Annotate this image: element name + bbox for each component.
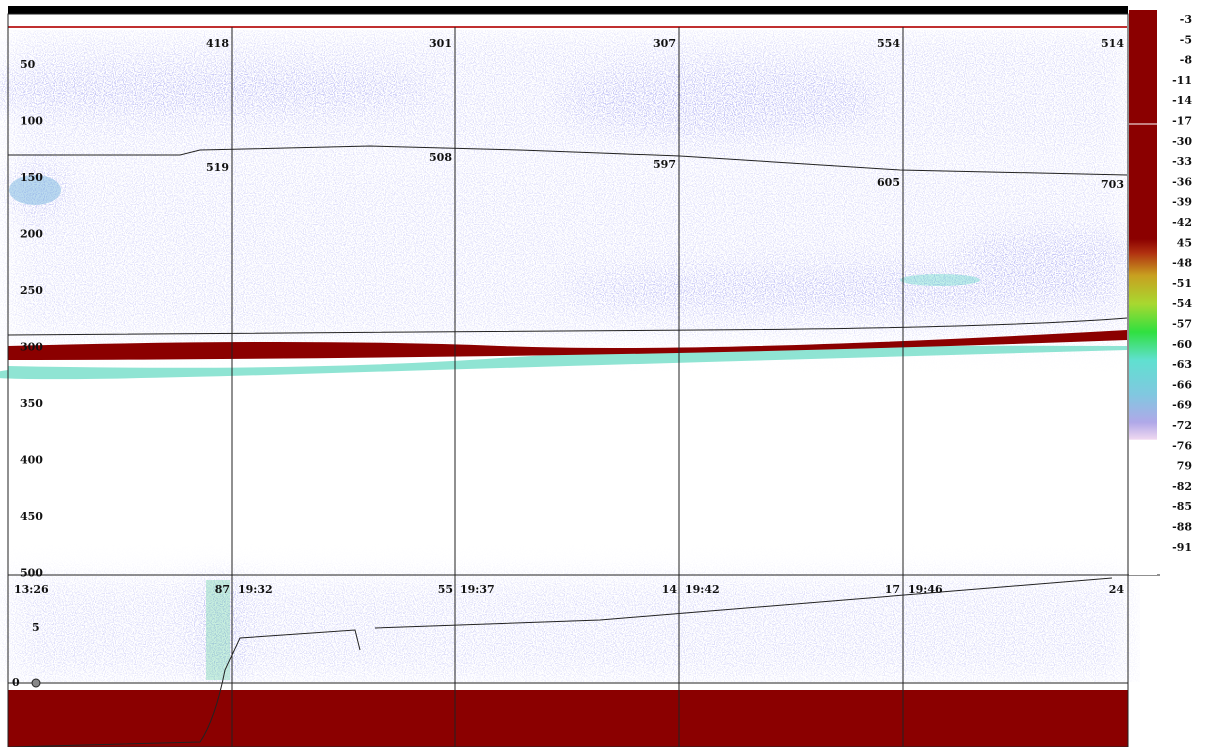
scale-label: -63 [1172,358,1192,371]
lower-seabed [8,690,1128,747]
scale-label: -91 [1172,541,1192,554]
time-label: 17 [885,583,900,596]
scale-label: -5 [1180,33,1192,46]
time-label: 24 [1109,583,1125,596]
scale-label: -33 [1172,155,1192,168]
time-label: 19:37 [460,583,495,596]
lower-axis-label: 5 [32,621,40,634]
ping-count: 418 [206,37,229,50]
depth-label: 50 [20,58,36,71]
time-label: 55 [438,583,453,596]
layer-depth: 519 [206,161,229,174]
echo-patch [900,274,980,286]
scale-label: -69 [1172,399,1192,412]
echogram-window: 50100150200250300350400450500-3-5-8-11-1… [0,0,1223,747]
scale-label: -72 [1172,419,1192,432]
scale-label: -66 [1172,378,1192,391]
time-label: 87 [215,583,230,596]
layer-depth: 508 [429,151,452,164]
ping-count: 514 [1101,37,1124,50]
scale-label: -48 [1172,257,1192,270]
scale-label: 79 [1177,460,1192,473]
scale-label: -42 [1172,216,1192,229]
time-label: 19:46 [908,583,943,596]
scale-label: -54 [1172,297,1192,310]
scale-label: -3 [1180,13,1192,26]
layer-depth: 703 [1101,178,1124,191]
scale-label: 45 [1177,236,1192,249]
depth-label: 250 [20,284,43,297]
depth-label: 450 [20,510,43,523]
layer-depth: 597 [653,158,676,171]
time-label: 19:32 [238,583,273,596]
layer-depth: 605 [877,176,900,189]
scale-label: -88 [1172,521,1192,534]
time-label: 14 [662,583,678,596]
scale-label: -17 [1172,115,1192,128]
depth-label: 400 [20,454,43,467]
lower-axis-label: 0 [12,676,20,689]
scale-label: -11 [1172,74,1192,87]
scale-label: -82 [1172,480,1192,493]
zero-marker [32,679,40,687]
depth-label: 200 [20,228,43,241]
color-scale [1129,10,1157,575]
scale-label: -60 [1172,338,1192,351]
depth-label: 300 [20,341,43,354]
scale-label: -51 [1172,277,1192,290]
scale-label: -76 [1172,439,1192,452]
scale-label: -39 [1172,196,1192,209]
scale-label: -85 [1172,500,1192,513]
depth-label: 150 [20,171,43,184]
depth-label: 350 [20,397,43,410]
ping-count: 301 [429,37,452,50]
scale-label: -30 [1172,135,1192,148]
scale-label: -14 [1172,94,1192,107]
time-label: 13:26 [14,583,49,596]
scale-label: -57 [1172,318,1192,331]
depth-label: 500 [20,567,43,580]
depth-label: 100 [20,115,43,128]
ping-count: 307 [653,37,676,50]
scale-label: -8 [1180,54,1193,67]
ping-count: 554 [877,37,900,50]
time-label: 19:42 [685,583,720,596]
scale-label: -36 [1172,175,1192,188]
top-bar [8,6,1128,14]
